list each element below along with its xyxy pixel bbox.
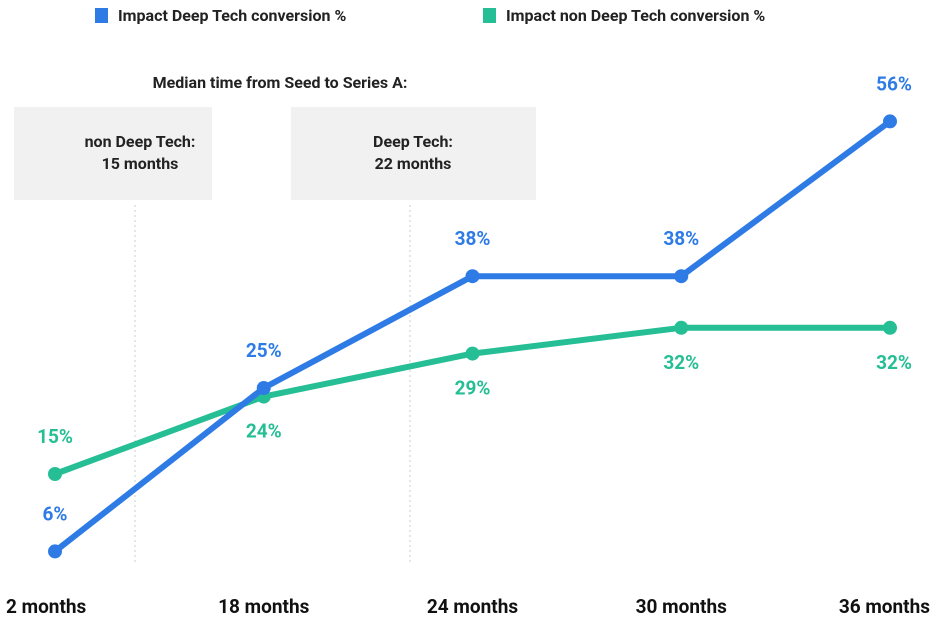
legend-label: Impact non Deep Tech conversion % (506, 6, 765, 25)
data-label: 32% (876, 351, 912, 374)
annotation-text: non Deep Tech: (85, 132, 196, 151)
x-tick-label: 18 months (218, 595, 309, 618)
data-point (465, 346, 480, 361)
annotation-text: 22 months (375, 154, 452, 173)
data-label: 32% (663, 351, 699, 374)
annotation-text: 15 months (102, 154, 179, 173)
legend-swatch (483, 8, 496, 23)
legend-swatch (95, 8, 108, 23)
x-tick-label: 30 months (636, 595, 727, 618)
annotation-text: Deep Tech: (373, 132, 453, 151)
x-tick-label: 24 months (427, 595, 518, 618)
data-point (48, 544, 62, 559)
data-point (883, 320, 897, 335)
data-label: 15% (37, 425, 73, 448)
annotation-box (14, 107, 212, 200)
data-label: 38% (455, 227, 491, 250)
legend-label: Impact Deep Tech conversion % (118, 6, 346, 25)
data-point (256, 381, 271, 395)
data-label: 25% (246, 339, 282, 362)
data-point (48, 467, 62, 481)
annotation-box (291, 107, 536, 200)
x-tick-label: 2 months (6, 595, 87, 618)
data-label: 24% (246, 420, 282, 443)
data-label: 38% (663, 227, 699, 250)
data-label: 56% (876, 72, 912, 95)
data-point (674, 320, 689, 335)
data-point (674, 269, 689, 284)
x-tick-label: 36 months (839, 595, 930, 618)
data-label: 6% (43, 502, 68, 525)
data-point (883, 114, 897, 129)
annotation-heading: Median time from Seed to Series A: (153, 73, 408, 92)
data-point (465, 269, 480, 284)
data-label: 29% (455, 377, 491, 400)
